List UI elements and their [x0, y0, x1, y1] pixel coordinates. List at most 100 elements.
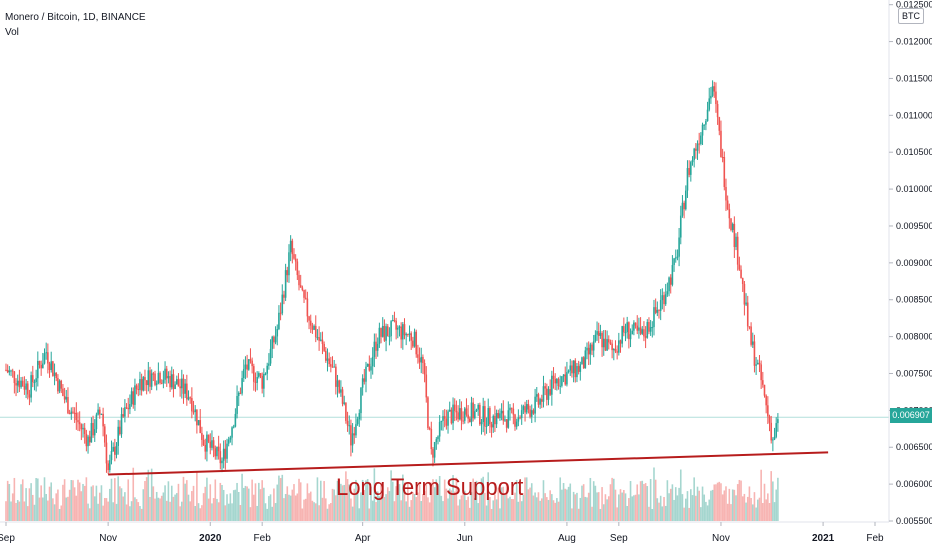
price-axis[interactable]: 0.0055000.0060000.0065000.0070000.007500…: [889, 0, 932, 526]
volume-bar: [552, 500, 555, 521]
currency-badge[interactable]: BTC: [898, 8, 924, 24]
volume-bar: [425, 482, 428, 521]
volume-bar: [403, 482, 406, 521]
volume-label[interactable]: Vol: [5, 27, 19, 38]
volume-bar: [385, 494, 387, 521]
volume-bar: [633, 495, 635, 521]
volume-bar: [251, 479, 253, 521]
candle-body: [181, 378, 183, 389]
volume-bar: [646, 486, 649, 521]
time-axis[interactable]: Sep Nov 2020 Feb Apr Jun Aug Sep Nov 2021 Feb: [0, 522, 884, 544]
volume-bar: [567, 486, 570, 521]
candle-body: [167, 376, 170, 379]
candle-body: [360, 387, 362, 414]
volume-bar: [308, 493, 310, 521]
candle-body: [288, 252, 290, 276]
volume-bar: [376, 491, 379, 521]
candle-body: [97, 409, 99, 415]
volume-bar: [381, 494, 384, 521]
candle-body: [303, 289, 305, 298]
volume-bar: [52, 498, 54, 521]
candle-body: [725, 187, 727, 201]
candle-body: [38, 360, 41, 365]
candle-body: [145, 380, 148, 386]
volume-bar: [643, 484, 645, 521]
volume-bar: [690, 489, 692, 521]
volume-bar: [55, 493, 58, 521]
candle-body: [258, 373, 260, 378]
candle-body: [174, 384, 176, 390]
volume-bar: [413, 493, 416, 521]
support-annotation[interactable]: Long Term Support: [336, 474, 524, 501]
candle-body: [668, 277, 670, 292]
candle-body: [698, 143, 700, 145]
candle-body: [723, 157, 726, 188]
volume-bar: [286, 486, 289, 521]
volume-bar: [698, 490, 700, 521]
candle-body: [325, 350, 327, 361]
candle-body: [30, 375, 32, 398]
candle-body: [202, 439, 205, 445]
candle-body: [241, 378, 243, 394]
candle-body: [520, 410, 523, 419]
volume-bar: [40, 485, 42, 521]
candle-body: [611, 343, 613, 351]
volume-bar: [656, 498, 659, 521]
volume-bar: [428, 502, 431, 521]
candle-body: [420, 356, 423, 363]
candle-body: [621, 326, 623, 344]
candle-body: [683, 202, 685, 210]
volume-bar: [35, 478, 37, 521]
volume-bar: [447, 498, 449, 521]
volume-bar: [437, 484, 439, 521]
volume-bar: [304, 498, 307, 521]
candle-body: [514, 414, 516, 427]
candle-body: [20, 380, 22, 388]
volume-bar: [621, 492, 623, 521]
candle-body: [169, 376, 171, 388]
volume-bar: [435, 479, 438, 521]
volume-bar: [390, 470, 392, 521]
candle-body: [191, 398, 193, 412]
candle-body: [658, 309, 660, 311]
volume-bar: [546, 497, 548, 521]
volume-bar: [723, 490, 726, 521]
volume-bar: [733, 489, 736, 521]
volume-bar: [222, 489, 225, 521]
candle-body: [540, 399, 543, 402]
volume-bar: [654, 479, 657, 521]
candle-body: [644, 336, 647, 338]
volume-bar: [639, 481, 642, 521]
volume-bar: [658, 502, 660, 521]
volume-bar: [659, 495, 662, 521]
candle-body: [736, 236, 739, 265]
support-line[interactable]: [108, 451, 829, 476]
volume-bar: [177, 483, 180, 521]
volume-bar: [279, 478, 282, 521]
symbol-title[interactable]: Monero / Bitcoin, 1D, BINANCE: [5, 12, 146, 23]
candle-body: [584, 350, 587, 369]
volume-bar: [492, 500, 495, 521]
candle-body: [276, 329, 279, 337]
volume-bar: [187, 494, 190, 521]
volume-bar: [532, 495, 535, 521]
candle-body: [246, 364, 248, 370]
candle-body: [73, 412, 76, 414]
candle-body: [88, 436, 91, 443]
candle-body: [159, 372, 161, 383]
volume-bar: [418, 484, 421, 521]
volume-bar: [43, 477, 46, 521]
candle-body: [323, 343, 325, 351]
volume-bar: [430, 482, 433, 521]
time-tick-label: 2021: [812, 533, 835, 544]
volume-bar: [463, 490, 466, 521]
volume-bar: [82, 483, 84, 521]
candle-body: [738, 264, 741, 270]
volume-bar: [433, 487, 436, 521]
candle-body: [28, 394, 31, 398]
candle-body: [470, 402, 473, 423]
candle-body: [251, 360, 253, 367]
candle-body: [229, 437, 232, 440]
candle-body: [119, 426, 121, 435]
